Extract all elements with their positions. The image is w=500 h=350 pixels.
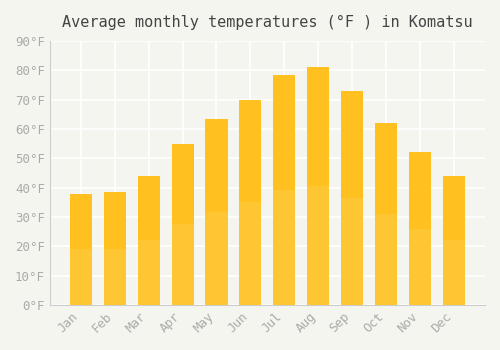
- Bar: [138, 176, 160, 305]
- Bar: [138, 176, 160, 305]
- Bar: [443, 176, 465, 305]
- Bar: [409, 153, 432, 305]
- Bar: [443, 176, 465, 305]
- Bar: [409, 153, 432, 305]
- Bar: [172, 144, 194, 305]
- Bar: [240, 202, 262, 305]
- Bar: [172, 224, 194, 305]
- Bar: [104, 192, 126, 305]
- Bar: [104, 192, 126, 305]
- Bar: [206, 119, 228, 305]
- Bar: [240, 100, 262, 305]
- Bar: [308, 186, 330, 305]
- Bar: [206, 119, 228, 305]
- Bar: [274, 75, 295, 305]
- Bar: [375, 123, 398, 305]
- Bar: [443, 240, 465, 305]
- Bar: [172, 144, 194, 305]
- Bar: [342, 91, 363, 305]
- Bar: [274, 190, 295, 305]
- Bar: [409, 229, 432, 305]
- Bar: [70, 249, 92, 305]
- Bar: [70, 194, 92, 305]
- Bar: [70, 194, 92, 305]
- Bar: [342, 198, 363, 305]
- Bar: [274, 75, 295, 305]
- Bar: [138, 240, 160, 305]
- Bar: [206, 212, 228, 305]
- Bar: [375, 214, 398, 305]
- Bar: [308, 67, 330, 305]
- Bar: [308, 67, 330, 305]
- Bar: [240, 100, 262, 305]
- Bar: [375, 123, 398, 305]
- Title: Average monthly temperatures (°F ) in Komatsu: Average monthly temperatures (°F ) in Ko…: [62, 15, 472, 30]
- Bar: [342, 91, 363, 305]
- Bar: [104, 248, 126, 305]
